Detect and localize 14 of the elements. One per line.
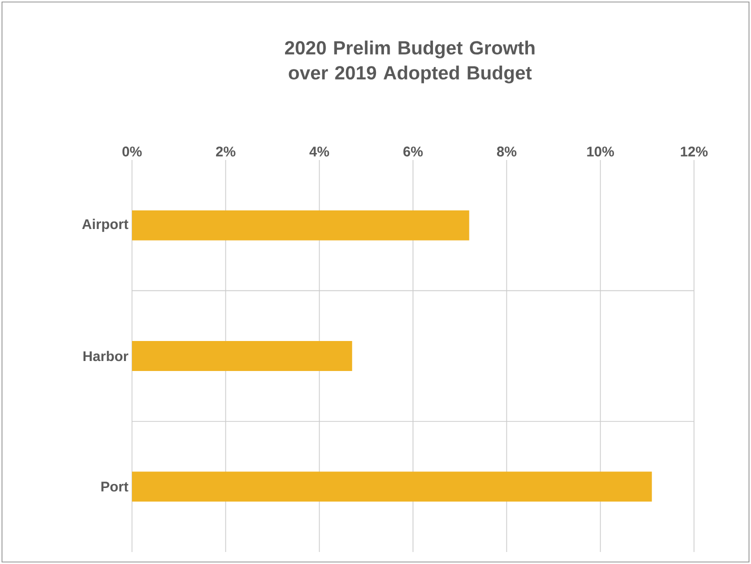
x-tick-label: 10% bbox=[587, 146, 614, 156]
bar bbox=[132, 472, 652, 502]
x-tick-label: 2% bbox=[216, 146, 236, 156]
y-tick-label: Harbor bbox=[84, 350, 128, 362]
x-tick-label: 0% bbox=[122, 146, 142, 156]
bar bbox=[132, 341, 352, 371]
y-tick-label: Airport bbox=[82, 218, 128, 232]
y-tick-label: Port bbox=[101, 482, 128, 492]
x-tick-label: 12% bbox=[680, 146, 708, 156]
bar bbox=[132, 210, 470, 240]
x-tick-label: 6% bbox=[403, 146, 423, 156]
x-tick-label: 8% bbox=[496, 146, 516, 156]
x-tick-label: 4% bbox=[309, 146, 330, 156]
chart-title: 2020 Prelim Budget Growth over 2019 Adopted Budget bbox=[285, 40, 534, 84]
